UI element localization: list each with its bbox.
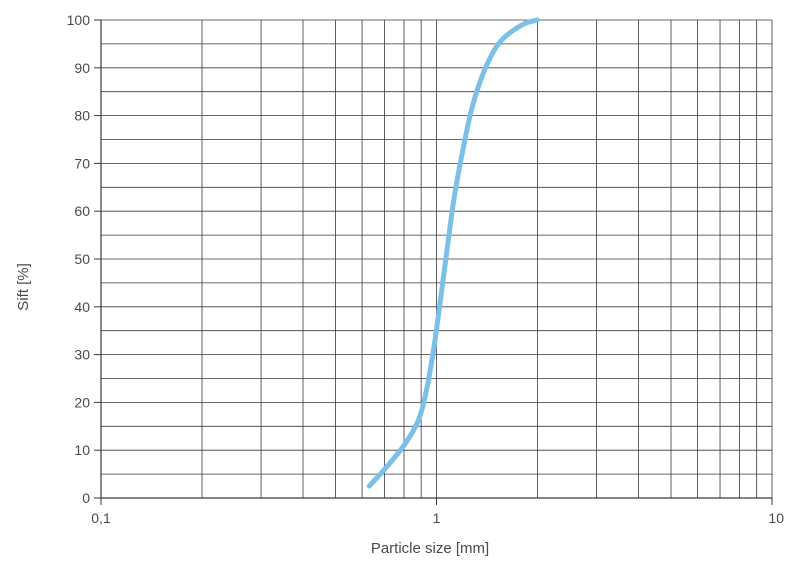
x-tick-label: 0,1 [91, 510, 111, 526]
y-tick-label: 70 [74, 155, 90, 171]
x-tick-label: 1 [433, 510, 441, 526]
y-tick-label: 10 [74, 442, 90, 458]
y-tick-label: 50 [74, 251, 90, 267]
sieve-curve-line [366, 17, 540, 489]
y-tick-label: 30 [74, 347, 90, 363]
y-tick-label: 80 [74, 108, 90, 124]
y-tick-label: 100 [67, 12, 91, 28]
y-axis-title: Sift [%] [15, 263, 32, 311]
y-tick-label: 0 [82, 490, 90, 506]
tick-labels: 0 10 20 30 40 50 60 70 80 90 100 0,1 1 10 [67, 12, 785, 526]
x-tick-label: 10 [768, 510, 784, 526]
grid-lines [100, 19, 773, 499]
x-axis-title: Particle size [mm] [371, 540, 489, 557]
y-tick-label: 60 [74, 203, 90, 219]
y-tick-label: 90 [74, 60, 90, 76]
y-tick-label: 20 [74, 394, 90, 410]
y-tick-label: 40 [74, 299, 90, 315]
axes [94, 19, 773, 505]
series-layer [366, 17, 540, 489]
